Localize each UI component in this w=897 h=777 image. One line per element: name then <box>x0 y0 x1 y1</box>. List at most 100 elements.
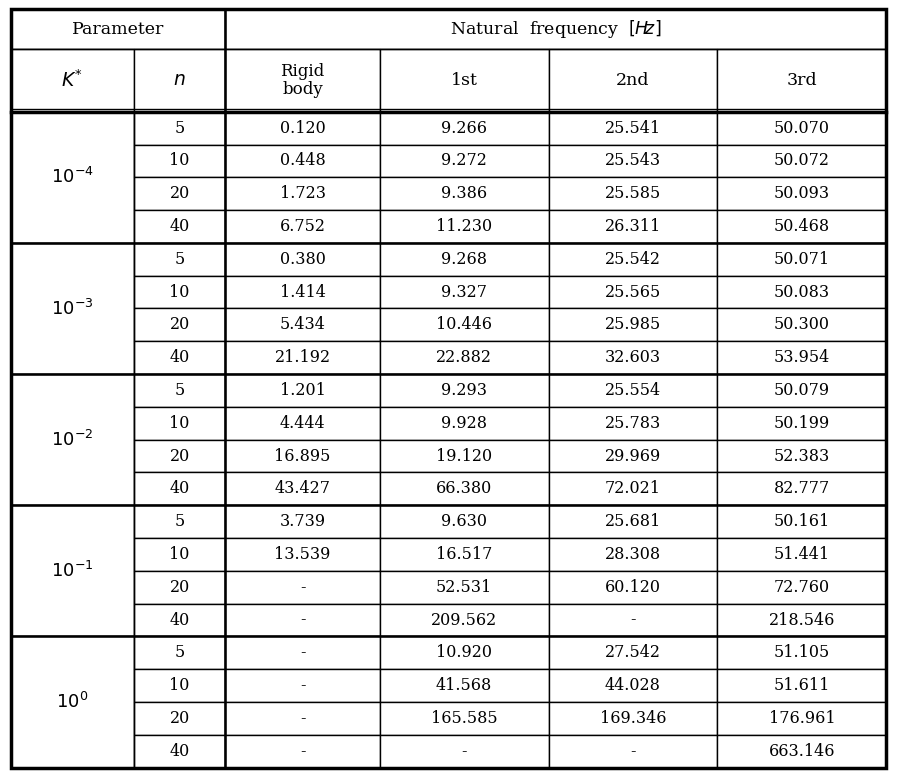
Bar <box>379 49 549 112</box>
Text: 32.603: 32.603 <box>605 349 661 366</box>
Bar <box>134 604 225 636</box>
Bar <box>549 440 718 472</box>
Text: 51.441: 51.441 <box>774 546 830 563</box>
Bar <box>549 472 718 505</box>
Bar <box>718 210 886 243</box>
Text: 20: 20 <box>170 448 190 465</box>
Text: 25.681: 25.681 <box>605 513 661 530</box>
Text: 26.311: 26.311 <box>605 218 661 235</box>
Text: 9.272: 9.272 <box>441 152 487 169</box>
Bar <box>718 374 886 407</box>
Bar <box>718 604 886 636</box>
Text: -: - <box>300 579 305 596</box>
Bar <box>225 341 379 374</box>
Bar <box>134 571 225 604</box>
Bar <box>549 145 718 177</box>
Bar <box>379 472 549 505</box>
Bar <box>11 374 134 505</box>
Bar <box>134 308 225 341</box>
Bar <box>549 407 718 440</box>
Bar <box>225 440 379 472</box>
Bar <box>225 669 379 702</box>
Text: 41.568: 41.568 <box>436 678 492 694</box>
Bar <box>225 538 379 571</box>
Text: 0.120: 0.120 <box>280 120 326 137</box>
Text: 25.565: 25.565 <box>605 284 661 301</box>
Text: 4.444: 4.444 <box>280 415 326 432</box>
Text: 25.985: 25.985 <box>605 316 661 333</box>
Text: 40: 40 <box>170 218 190 235</box>
Bar <box>718 112 886 145</box>
Text: 5: 5 <box>175 513 185 530</box>
Bar <box>379 145 549 177</box>
Text: 2nd: 2nd <box>616 71 649 89</box>
Bar <box>225 112 379 145</box>
Text: 10: 10 <box>170 546 190 563</box>
Text: 25.543: 25.543 <box>605 152 661 169</box>
Bar <box>225 604 379 636</box>
Bar <box>134 440 225 472</box>
Bar <box>718 702 886 735</box>
Bar <box>549 702 718 735</box>
Bar <box>718 177 886 210</box>
Bar <box>379 112 549 145</box>
Text: -: - <box>300 644 305 661</box>
Bar <box>379 308 549 341</box>
Bar <box>718 440 886 472</box>
Text: 5.434: 5.434 <box>280 316 326 333</box>
Text: 25.554: 25.554 <box>605 382 661 399</box>
Text: 209.562: 209.562 <box>431 611 497 629</box>
Bar <box>379 571 549 604</box>
Text: 28.308: 28.308 <box>605 546 661 563</box>
Bar <box>718 308 886 341</box>
Text: 22.882: 22.882 <box>436 349 492 366</box>
Text: 1st: 1st <box>450 71 477 89</box>
Text: 5: 5 <box>175 382 185 399</box>
Text: 50.093: 50.093 <box>774 185 830 202</box>
Text: 40: 40 <box>170 743 190 760</box>
Bar <box>379 177 549 210</box>
Bar <box>225 9 886 49</box>
Text: 20: 20 <box>170 710 190 727</box>
Bar <box>134 735 225 768</box>
Bar <box>134 702 225 735</box>
Text: 44.028: 44.028 <box>605 678 661 694</box>
Bar <box>134 243 225 276</box>
Text: 3.739: 3.739 <box>280 513 326 530</box>
Bar <box>549 604 718 636</box>
Bar <box>225 308 379 341</box>
Bar <box>379 669 549 702</box>
Text: 40: 40 <box>170 611 190 629</box>
Text: 165.585: 165.585 <box>431 710 498 727</box>
Bar <box>11 9 225 49</box>
Bar <box>225 407 379 440</box>
Text: 5: 5 <box>175 120 185 137</box>
Bar <box>225 145 379 177</box>
Text: 0.380: 0.380 <box>280 251 326 268</box>
Text: 9.268: 9.268 <box>441 251 487 268</box>
Text: 9.928: 9.928 <box>441 415 487 432</box>
Bar <box>379 636 549 669</box>
Text: 21.192: 21.192 <box>274 349 331 366</box>
Bar <box>225 177 379 210</box>
Bar <box>718 276 886 308</box>
Bar <box>549 374 718 407</box>
Text: 6.752: 6.752 <box>280 218 326 235</box>
Text: 1.723: 1.723 <box>280 185 326 202</box>
Text: 1.414: 1.414 <box>280 284 326 301</box>
Bar <box>549 276 718 308</box>
Bar <box>718 145 886 177</box>
Bar <box>549 49 718 112</box>
Bar <box>379 407 549 440</box>
Text: -: - <box>631 743 636 760</box>
Bar <box>134 210 225 243</box>
Text: 19.120: 19.120 <box>436 448 492 465</box>
Bar <box>718 472 886 505</box>
Bar <box>225 374 379 407</box>
Bar <box>718 669 886 702</box>
Text: 0.448: 0.448 <box>280 152 326 169</box>
Text: $10^{-2}$: $10^{-2}$ <box>51 430 93 450</box>
Bar <box>379 276 549 308</box>
Text: 50.083: 50.083 <box>774 284 830 301</box>
Text: 72.021: 72.021 <box>605 480 661 497</box>
